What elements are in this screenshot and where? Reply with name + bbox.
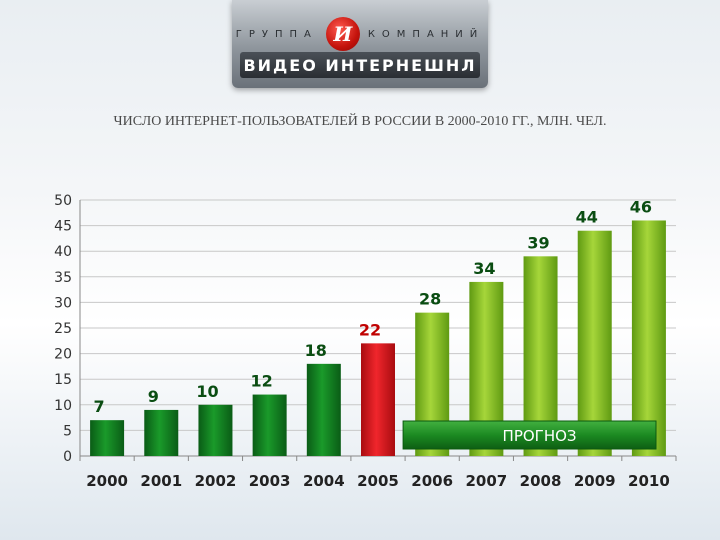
- data-label-2010: 46: [630, 197, 652, 216]
- data-label-2000: 7: [94, 397, 105, 416]
- logo-top-left-text: ГРУППА: [235, 28, 318, 40]
- x-tick-label-2008: 2008: [520, 472, 562, 490]
- bar-2010: [631, 220, 666, 456]
- y-tick-label: 15: [54, 372, 72, 388]
- bar-2001: [144, 409, 179, 456]
- logo-mark-icon: И: [325, 17, 360, 51]
- logo-wordmark: ВИДЕО ИНТЕРНЕШНЛ: [240, 52, 480, 78]
- y-tick-label: 20: [54, 347, 72, 363]
- data-label-2001: 9: [148, 387, 159, 406]
- logo-top-right-text: КОМПАНИЙ: [367, 28, 485, 40]
- data-label-2004: 18: [305, 341, 327, 360]
- x-tick-label-2002: 2002: [195, 472, 237, 490]
- y-tick-label: 40: [54, 244, 72, 260]
- bar-2003: [252, 394, 287, 456]
- data-label-2009: 44: [576, 208, 598, 227]
- y-tick-label: 35: [54, 270, 72, 286]
- y-tick-label: 0: [63, 449, 72, 465]
- data-label-2008: 39: [527, 233, 549, 252]
- chart-title: ЧИСЛО ИНТЕРНЕТ-ПОЛЬЗОВАТЕЛЕЙ В РОССИИ В …: [113, 114, 607, 129]
- y-tick-label: 25: [54, 321, 72, 337]
- bar-2000: [90, 420, 125, 456]
- x-tick-label-2005: 2005: [357, 472, 399, 490]
- x-tick-label-2006: 2006: [411, 472, 453, 490]
- bar-2002: [198, 404, 233, 456]
- forecast-label: ПРОГНОЗ: [503, 427, 577, 445]
- x-tick-label-2003: 2003: [249, 472, 291, 490]
- x-tick-label-2007: 2007: [465, 472, 507, 490]
- y-tick-label: 50: [54, 193, 72, 209]
- y-tick-label: 5: [63, 423, 72, 439]
- data-label-2002: 10: [196, 382, 218, 401]
- data-label-2005: 22: [359, 320, 381, 339]
- x-tick-label-2000: 2000: [86, 472, 128, 490]
- y-tick-label: 10: [54, 398, 72, 414]
- data-label-2006: 28: [419, 290, 441, 309]
- bar-2005: [361, 343, 395, 456]
- x-tick-label-2010: 2010: [628, 472, 670, 490]
- y-tick-label: 45: [54, 219, 72, 235]
- x-tick-label-2009: 2009: [574, 472, 616, 490]
- logo-top-line: ГРУППА И КОМПАНИЙ: [232, 17, 488, 51]
- bar-2004: [306, 363, 341, 456]
- brand-header: ГРУППА И КОМПАНИЙ ВИДЕО ИНТЕРНЕШНЛ: [232, 0, 488, 88]
- forecast-banner: [402, 420, 657, 450]
- data-label-2007: 34: [473, 259, 495, 278]
- y-tick-label: 30: [54, 295, 72, 311]
- bar-2009: [577, 230, 612, 456]
- data-label-2003: 12: [251, 372, 273, 391]
- x-tick-label-2004: 2004: [303, 472, 345, 490]
- x-tick-label-2001: 2001: [140, 472, 182, 490]
